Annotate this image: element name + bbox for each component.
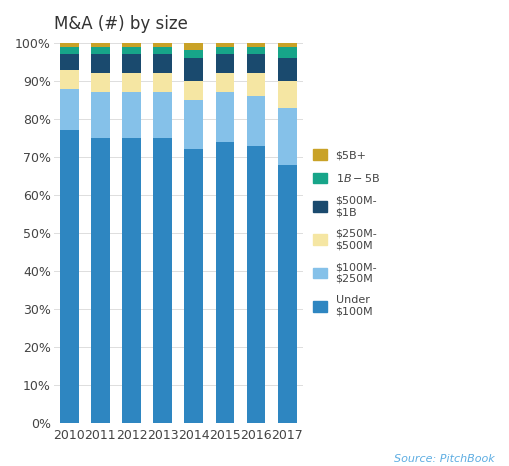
Bar <box>153 55 172 73</box>
Bar <box>91 47 109 55</box>
Bar <box>277 81 296 108</box>
Bar <box>215 47 234 55</box>
Bar <box>215 92 234 142</box>
Bar <box>184 58 203 81</box>
Bar <box>246 43 265 47</box>
Bar <box>60 47 78 55</box>
Bar <box>184 50 203 58</box>
Legend: $5B+, $1B-$5B, $500M-
$1B, $250M-
$500M, $100M-
$250M, Under
$100M: $5B+, $1B-$5B, $500M- $1B, $250M- $500M,… <box>313 149 379 317</box>
Bar <box>215 43 234 47</box>
Bar <box>246 55 265 73</box>
Bar <box>215 55 234 73</box>
Bar <box>122 92 140 138</box>
Bar <box>91 138 109 423</box>
Bar <box>122 73 140 92</box>
Bar <box>91 92 109 138</box>
Bar <box>153 43 172 47</box>
Bar <box>122 55 140 73</box>
Bar <box>184 100 203 150</box>
Bar <box>153 138 172 423</box>
Bar <box>122 47 140 55</box>
Bar <box>277 164 296 423</box>
Text: M&A (#) by size: M&A (#) by size <box>53 15 187 33</box>
Bar <box>91 73 109 92</box>
Bar <box>277 58 296 81</box>
Bar <box>246 145 265 423</box>
Bar <box>60 130 78 423</box>
Bar <box>122 138 140 423</box>
Bar <box>60 55 78 69</box>
Bar <box>277 108 296 164</box>
Bar <box>184 43 203 50</box>
Bar <box>153 73 172 92</box>
Bar <box>153 92 172 138</box>
Bar <box>122 43 140 47</box>
Bar <box>215 142 234 423</box>
Bar <box>91 55 109 73</box>
Bar <box>184 81 203 100</box>
Bar <box>246 73 265 96</box>
Bar <box>91 43 109 47</box>
Bar <box>153 47 172 55</box>
Bar <box>60 69 78 89</box>
Bar <box>277 43 296 47</box>
Bar <box>215 73 234 92</box>
Bar <box>184 150 203 423</box>
Bar <box>277 47 296 58</box>
Bar <box>246 47 265 55</box>
Bar <box>246 96 265 145</box>
Bar <box>60 43 78 47</box>
Text: Source: PitchBook: Source: PitchBook <box>393 454 494 464</box>
Bar <box>60 89 78 130</box>
